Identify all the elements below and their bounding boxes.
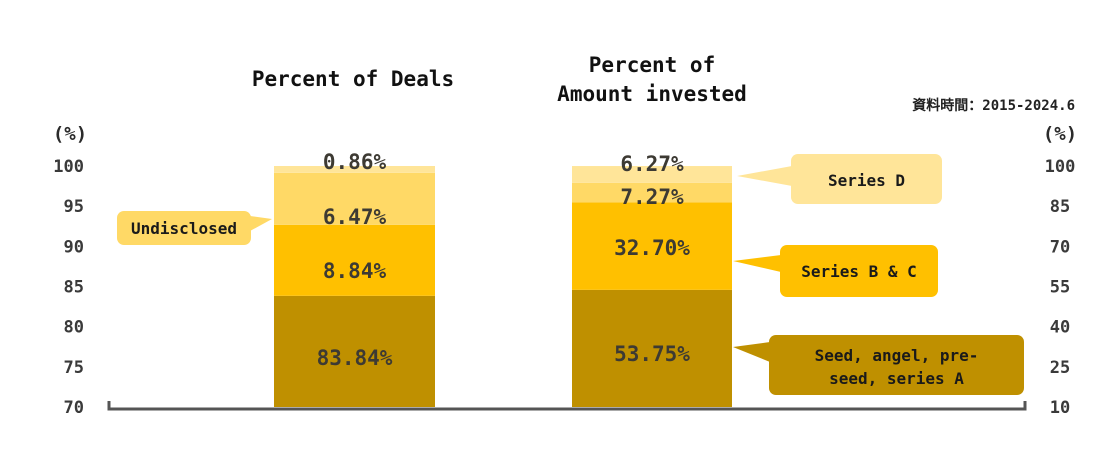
y-tick-label: 25 [1050, 358, 1070, 378]
bar-segment [274, 172, 435, 225]
callout-pointer [733, 255, 781, 272]
callout-pointer [733, 342, 770, 362]
y-tick-label: 90 [64, 237, 84, 257]
callout-box [780, 245, 938, 297]
panel-title: Amount invested [557, 82, 747, 106]
y-tick-label: 100 [53, 157, 84, 177]
callout-label: Undisclosed [131, 219, 237, 238]
data-label: 6.27% [620, 152, 684, 176]
callouts-layer: Undisclosed Series D Series B & C Seed, ang… [117, 154, 1024, 395]
y-tick-label: 10 [1050, 398, 1070, 418]
callout-series-b-c: Series B & C [733, 245, 938, 297]
bar-segment [572, 202, 732, 290]
data-period-note: 資料時間：2015-2024.6 [912, 97, 1075, 114]
data-label: 7.27% [620, 185, 684, 209]
callout-seed: Seed, angel, pre-seed, series A [733, 335, 1024, 395]
panel-title: Percent of [589, 53, 715, 77]
y-tick-label: 70 [1050, 237, 1070, 257]
y-tick-label: 100 [1045, 157, 1076, 177]
x-axis-line [107, 401, 1027, 411]
y-tick-label: 75 [64, 358, 84, 378]
data-label: 83.84% [317, 346, 393, 370]
bar-segment [572, 166, 732, 183]
data-label: 53.75% [614, 342, 690, 366]
data-label: 32.70% [614, 236, 690, 260]
callout-label: seed, series A [829, 369, 964, 388]
y-tick-label: 40 [1050, 318, 1070, 338]
y-tick-label: 85 [1050, 197, 1070, 217]
bar-segment [274, 295, 435, 407]
bars-layer [274, 166, 732, 407]
axes-layer [107, 401, 1027, 411]
data-label: 0.86% [323, 150, 387, 174]
callout-pointer [250, 216, 272, 231]
callout-pointer [737, 166, 792, 186]
bar-segment [572, 289, 732, 407]
bar-segment [572, 182, 732, 203]
bar-segment [274, 166, 435, 173]
y-tick-label: 85 [64, 278, 84, 298]
y-tick-label: 95 [64, 197, 84, 217]
callout-label: Series D [828, 171, 905, 190]
callout-box [791, 154, 942, 204]
y-axis-unit-label: (%) [1043, 123, 1077, 145]
y-tick-label: 70 [64, 398, 84, 418]
data-label: 6.47% [323, 205, 387, 229]
panel-title: Percent of Deals [252, 67, 454, 91]
callout-series-d: Series D [737, 154, 942, 204]
text-layer: 資料時間：2015-2024.6 Percent of Deals (%) 100 95… [53, 53, 1077, 418]
callout-box [769, 335, 1024, 395]
callout-label: Seed, angel, pre- [815, 346, 979, 365]
bar-segment [274, 224, 435, 296]
y-axis-unit-label: (%) [53, 123, 87, 145]
callout-label: Series B & C [801, 262, 917, 281]
y-tick-label: 55 [1050, 278, 1070, 298]
data-label: 8.84% [323, 259, 387, 283]
y-tick-label: 80 [64, 318, 84, 338]
callout-undisclosed: Undisclosed [117, 211, 272, 245]
callout-box [117, 211, 251, 245]
